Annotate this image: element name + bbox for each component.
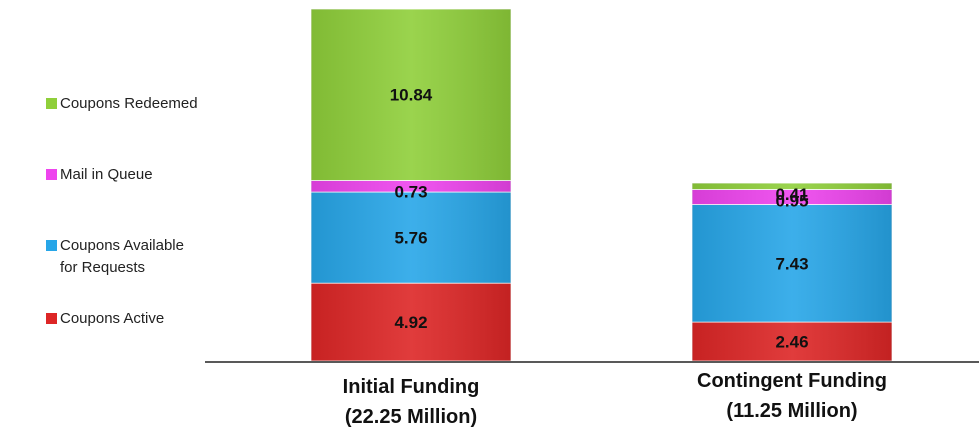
data-label-2-2: 7.43 <box>775 254 808 273</box>
legend-label: Coupons Available for Requests <box>60 237 184 276</box>
legend-label: Coupons Active <box>60 310 165 327</box>
legend-label: Mail in Queue <box>60 166 153 183</box>
bar-segment-shade-2-2 <box>692 204 892 323</box>
data-label-1-3: 0.73 <box>394 182 427 201</box>
data-label-1-2: 5.76 <box>394 229 427 248</box>
category-label-1: Initial Funding (22.25 Million) <box>342 376 480 428</box>
bar-segment-shade-2-3 <box>692 189 892 205</box>
data-label-1-4: 10.84 <box>390 86 433 105</box>
bar-segment-shade-2-4 <box>692 183 892 190</box>
legend-swatch <box>46 240 57 251</box>
legend-swatch <box>46 98 57 109</box>
bar-segment-shade-1-4 <box>311 9 511 181</box>
bar-segment-shade-1-2 <box>311 192 511 284</box>
data-label-2-3: 0.95 <box>775 192 808 211</box>
bar-segment-shade-1-1 <box>311 283 511 361</box>
data-label-1-1: 4.92 <box>394 313 427 332</box>
legend-swatch <box>46 313 57 324</box>
data-label-2-4: 0.41 <box>775 185 808 204</box>
bar-segment-shade-2-1 <box>692 322 892 361</box>
legend-swatch <box>46 169 57 180</box>
data-label-2-1: 2.46 <box>775 333 808 352</box>
legend-label: Coupons Redeemed <box>60 95 198 112</box>
category-label-2: Contingent Funding (11.25 Million) <box>697 370 887 422</box>
bar-segment-shade-1-3 <box>311 180 511 193</box>
